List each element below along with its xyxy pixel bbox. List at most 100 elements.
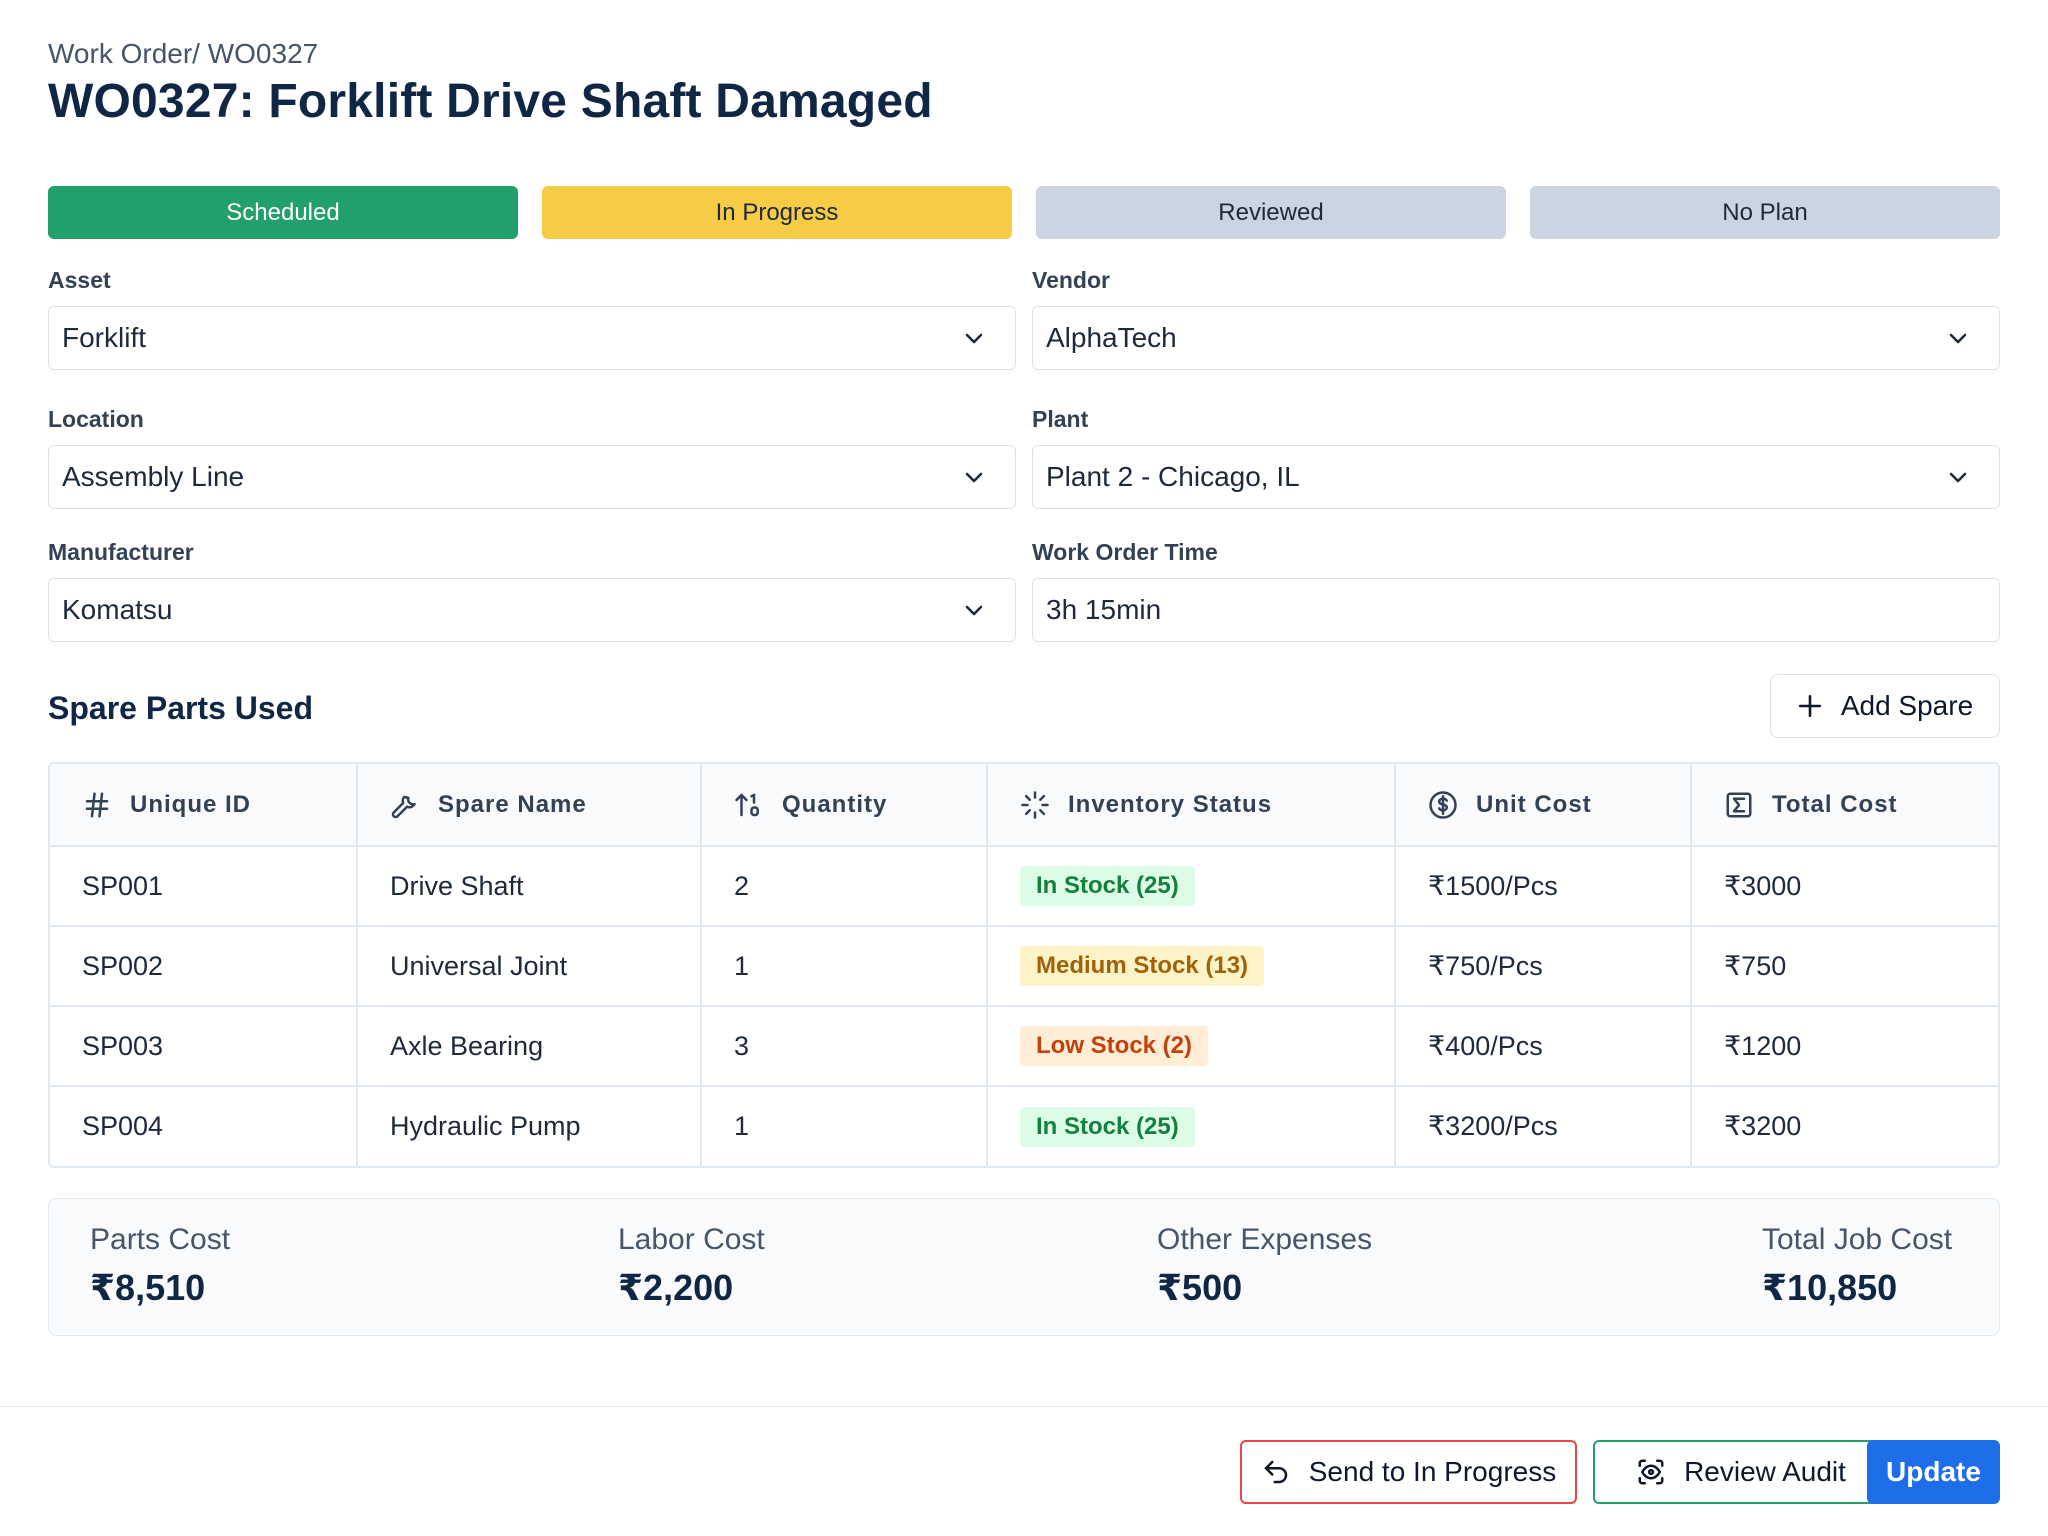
cell-quantity: 1 [701, 1086, 988, 1166]
status-badge: In Stock (25) [1020, 1106, 1195, 1147]
column-inventory-status[interactable]: Inventory Status [987, 764, 1396, 847]
chevron-down-icon [965, 333, 983, 344]
column-label: Total Cost [1772, 790, 1898, 818]
parts-cost-label: Parts Cost [90, 1223, 231, 1256]
review-audit-button[interactable]: Review Audit [1593, 1440, 1889, 1504]
location-field: Location Assembly Line [48, 405, 1016, 509]
asset-select[interactable]: Forklift [48, 306, 1016, 370]
cell-spare-name: Axle Bearing [357, 1006, 702, 1087]
send-to-in-progress-label: Send to In Progress [1308, 1456, 1557, 1487]
hash-icon [85, 792, 109, 817]
cell-spare-name: Universal Joint [357, 926, 702, 1007]
other-expenses: Other Expenses ₹500 [1157, 1223, 1372, 1309]
spare-parts-title: Spare Parts Used [48, 690, 314, 726]
page-title: WO0327: Forklift Drive Shaft Damaged [48, 75, 933, 128]
stage-scheduled[interactable]: Scheduled [48, 186, 518, 239]
manufacturer-value: Komatsu [62, 594, 173, 625]
plant-field: Plant Plant 2 - Chicago, IL [1032, 405, 2000, 509]
sort-numeric-icon [735, 793, 759, 816]
labor-cost-value: ₹2,200 [618, 1267, 734, 1308]
column-label: Quantity [782, 790, 888, 818]
review-audit-label: Review Audit [1684, 1456, 1846, 1487]
plant-label: Plant [1032, 406, 1089, 432]
cell-unique-id: SP004 [50, 1086, 358, 1166]
cell-unit-cost: ₹1500/Pcs [1395, 846, 1692, 927]
total-job-cost-value: ₹10,850 [1762, 1267, 1898, 1308]
work-order-time-label: Work Order Time [1032, 539, 1218, 565]
column-label: Unique ID [130, 790, 251, 818]
scan-eye-icon [1638, 1459, 1664, 1485]
location-value: Assembly Line [62, 461, 245, 492]
total-job-cost: Total Job Cost ₹10,850 [1762, 1223, 1952, 1309]
column-unique-id[interactable]: Unique ID [50, 764, 358, 847]
stage-reviewed[interactable]: Reviewed [1036, 186, 1506, 239]
column-quantity[interactable]: Quantity [701, 764, 988, 847]
add-spare-button[interactable]: Add Spare [1770, 674, 2000, 738]
other-expenses-value: ₹500 [1157, 1267, 1243, 1308]
cell-inventory-status: In Stock (25) [987, 1086, 1396, 1166]
location-label: Location [48, 406, 144, 432]
column-label: Spare Name [438, 790, 587, 818]
dollar-circle-icon [1429, 790, 1457, 819]
cell-unit-cost: ₹400/Pcs [1395, 1006, 1692, 1087]
status-badge: Low Stock (2) [1020, 1026, 1209, 1066]
wrench-icon [391, 795, 416, 818]
vendor-field: Vendor AlphaTech [1032, 266, 2000, 370]
stage-in-progress[interactable]: In Progress [542, 186, 1012, 239]
other-expenses-label: Other Expenses [1157, 1223, 1373, 1256]
update-button[interactable]: Update [1867, 1440, 2000, 1504]
cell-inventory-status: Medium Stock (13) [987, 926, 1396, 1007]
cell-unit-cost: ₹3200/Pcs [1395, 1086, 1692, 1166]
plant-value: Plant 2 - Chicago, IL [1046, 461, 1300, 492]
location-select[interactable]: Assembly Line [48, 445, 1016, 509]
manufacturer-label: Manufacturer [48, 539, 194, 565]
add-spare-label: Add Spare [1840, 690, 1974, 721]
undo-arrow-icon [1264, 1460, 1287, 1484]
chevron-down-icon [1949, 472, 1967, 483]
cell-quantity: 2 [701, 846, 988, 927]
status-stepper: Scheduled In Progress Reviewed No Plan [48, 186, 2000, 239]
cell-unique-id: SP003 [50, 1006, 358, 1087]
asset-field: Asset Forklift [48, 266, 1016, 370]
total-job-cost-label: Total Job Cost [1762, 1223, 1953, 1256]
cell-unique-id: SP001 [50, 846, 358, 927]
send-to-in-progress-button[interactable]: Send to In Progress [1240, 1440, 1577, 1504]
cell-total-cost: ₹1200 [1691, 1006, 1998, 1087]
spare-parts-table: Unique ID Spare Name Quantity Inventory … [48, 762, 2000, 1168]
cell-quantity: 1 [701, 926, 988, 1007]
stage-no-plan[interactable]: No Plan [1530, 186, 2000, 239]
loader-icon [1021, 790, 1049, 819]
cell-quantity: 3 [701, 1006, 988, 1087]
cell-total-cost: ₹3000 [1691, 846, 1998, 927]
cell-spare-name: Drive Shaft [357, 846, 702, 927]
chevron-down-icon [965, 605, 983, 616]
cell-spare-name: Hydraulic Pump [357, 1086, 702, 1166]
breadcrumb: Work Order/ WO0327 [48, 38, 319, 69]
manufacturer-field: Manufacturer Komatsu [48, 538, 1016, 642]
asset-label: Asset [48, 267, 111, 293]
column-total-cost[interactable]: Total Cost [1691, 764, 1998, 847]
status-badge: Medium Stock (13) [1020, 946, 1265, 986]
parts-cost-value: ₹8,510 [90, 1267, 206, 1308]
work-order-time-input[interactable]: 3h 15min [1032, 578, 2000, 642]
column-spare-name[interactable]: Spare Name [357, 764, 702, 847]
parts-cost: Parts Cost ₹8,510 [90, 1223, 230, 1309]
column-label: Unit Cost [1476, 790, 1592, 818]
column-label: Inventory Status [1068, 790, 1273, 818]
labor-cost: Labor Cost ₹2,200 [618, 1223, 765, 1309]
cell-unique-id: SP002 [50, 926, 358, 1007]
vendor-select[interactable]: AlphaTech [1032, 306, 2000, 370]
cost-summary: Parts Cost ₹8,510 Labor Cost ₹2,200 Othe… [48, 1198, 2000, 1336]
cell-total-cost: ₹3200 [1724, 1111, 1802, 1141]
column-unit-cost[interactable]: Unit Cost [1395, 764, 1692, 847]
plant-select[interactable]: Plant 2 - Chicago, IL [1032, 445, 2000, 509]
chevron-down-icon [965, 472, 983, 483]
cell-total-cost: ₹750 [1691, 926, 1998, 1007]
table-row[interactable]: SP002 Universal Joint 1 Medium Stock (13… [50, 926, 1998, 1007]
labor-cost-label: Labor Cost [618, 1223, 765, 1256]
vendor-label: Vendor [1032, 267, 1110, 293]
table-row[interactable]: SP004 Hydraulic Pump 1 In Stock (25) ₹32… [50, 1086, 1998, 1166]
table-row[interactable]: SP001 Drive Shaft 2 In Stock (25) ₹1500/… [50, 846, 1998, 927]
table-row[interactable]: SP003 Axle Bearing 3 Low Stock (2) ₹400/… [50, 1006, 1998, 1087]
manufacturer-select[interactable]: Komatsu [48, 578, 1016, 642]
